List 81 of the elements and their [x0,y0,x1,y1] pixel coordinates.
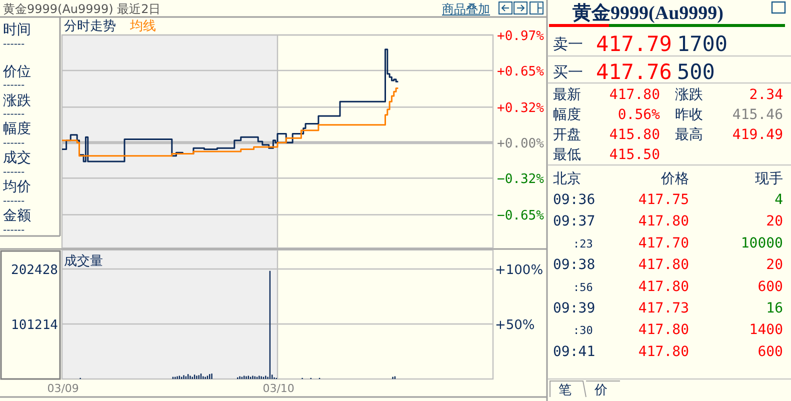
text: 4 [774,192,783,208]
text: 涨跌 [3,93,31,109]
text: 幅度 [553,107,581,123]
text: 417.73 [638,300,689,316]
text: 417.75 [638,192,689,208]
text: 417.80 [609,87,660,103]
text: 09:37 [553,214,596,230]
text: ------ [3,138,26,149]
y-tick-label: −0.32% [497,172,544,188]
text: 417.80 [638,344,689,360]
text: 现手 [755,171,783,187]
text: :56 [573,280,593,294]
y-tick-label: +0.97% [497,29,544,44]
text: 419.49 [732,127,783,143]
text: 1400 [749,322,783,338]
text: 417.80 [638,214,689,230]
text: 20 [766,214,783,230]
text: 价位 [2,64,31,80]
text: 417.80 [638,278,689,295]
text: ------ [3,167,26,178]
text: 涨跌 [675,87,703,103]
y-tick-label: +0.00% [497,136,544,152]
text: 最高 [675,127,703,143]
text: 09:41 [553,344,596,360]
text: 600 [758,278,783,295]
text: 北京 [553,171,581,187]
text: 最低 [553,147,581,163]
text: 最新 [553,87,581,103]
text: 买一 [553,63,583,81]
text: ------ [3,39,26,50]
text: 价格 [660,171,689,187]
text: 价 [594,383,608,398]
text: 415.46 [732,107,783,123]
text: :30 [573,324,593,338]
y-tick-label: 202428 [11,263,58,278]
text: 417.79 [596,32,672,56]
text: 卖一 [553,35,583,53]
text: 20 [766,257,783,274]
text: 成交 [3,150,31,166]
text: 1700 [677,32,728,56]
text: 开盘 [553,127,581,143]
text: 415.50 [609,147,660,163]
text: 2.34 [749,87,783,103]
text: 417.80 [638,257,689,274]
text: 均线 [129,19,156,34]
text: 417.80 [638,322,689,338]
y-tick-label: +0.32% [497,101,544,116]
text: 415.80 [609,127,660,143]
text: 09:36 [553,192,596,208]
chart-title: 黄金9999(Au9999) 最近2日 [3,2,161,16]
text: 幅度 [3,121,31,137]
y-tick-label: −0.65% [497,208,544,224]
text: 金额 [3,208,31,224]
x-tick-label: 03/10 [262,382,294,395]
text: 417.76 [596,60,672,84]
text: 10000 [740,235,783,252]
x-tick-label: 03/09 [47,382,79,395]
text: ------ [3,109,26,120]
text: ------ [3,225,26,236]
text: 09:39 [553,300,596,316]
text: 600 [758,344,783,360]
text: 笔 [558,383,572,398]
text: 昨收 [675,107,703,123]
text: ------ [3,80,26,91]
text: 500 [677,60,715,84]
y-tick-label: +0.65% [497,64,544,80]
text: 417.70 [638,235,689,252]
y2-tick-label: +100% [495,263,544,278]
text: 16 [766,300,783,316]
text: ------ [3,196,26,207]
text: 均价 [2,179,31,195]
text: 09:38 [553,257,596,274]
text: 0.56% [618,107,661,123]
text: 商品叠加 [442,2,490,16]
text: 分时走势 [64,19,116,34]
chart-title: 成交量 [64,253,103,269]
y2-tick-label: +50% [495,318,535,334]
text: 黄金9999(Au9999) [572,2,724,24]
y-tick-label: 101214 [11,318,58,333]
text: 时间 [3,22,31,38]
text: :23 [573,237,593,250]
